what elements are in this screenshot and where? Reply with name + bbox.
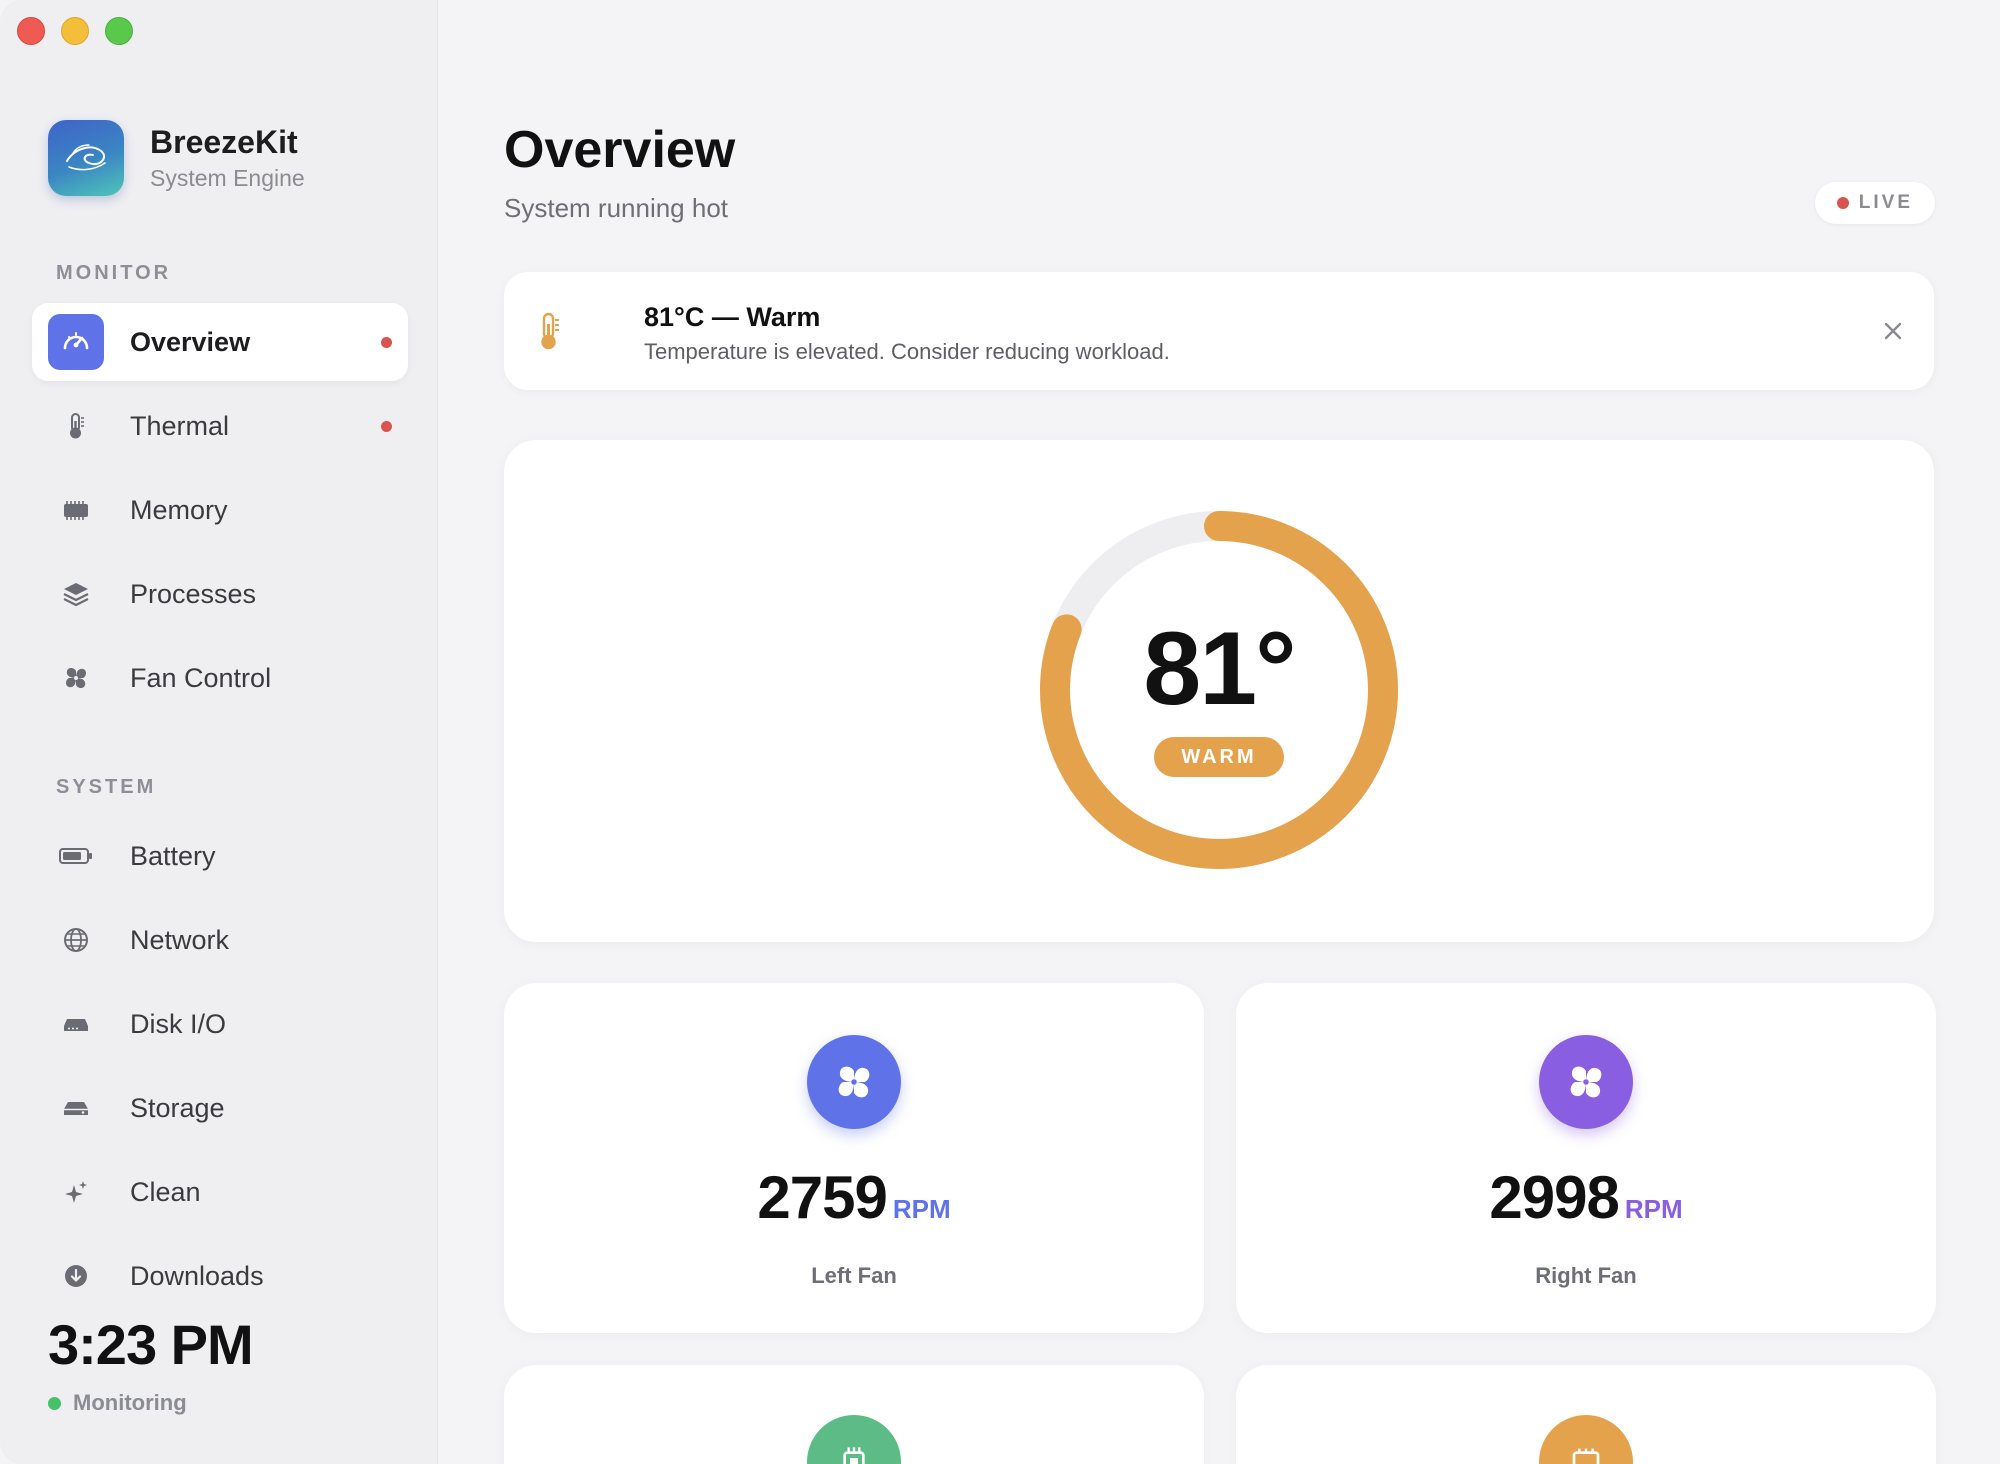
- fan-icon: [807, 1035, 901, 1129]
- sidebar-item-storage[interactable]: Storage: [32, 1069, 408, 1147]
- right-fan-card: 2998 RPM Right Fan: [1236, 983, 1936, 1333]
- close-window-button[interactable]: [17, 17, 45, 45]
- sidebar-item-label: Memory: [130, 494, 228, 525]
- sidebar-item-fan-control[interactable]: Fan Control: [32, 639, 408, 717]
- left-fan-reading: 2759 RPM: [504, 1163, 1204, 1232]
- live-dot: [1836, 197, 1849, 209]
- left-fan-rpm: 2759: [757, 1164, 887, 1231]
- status-label: Monitoring: [73, 1390, 187, 1415]
- sidebar-item-downloads[interactable]: Downloads: [32, 1237, 408, 1315]
- calendar-icon: [1539, 1415, 1633, 1464]
- fan-icon: [48, 650, 104, 706]
- gauge-icon: [48, 314, 104, 370]
- sidebar-item-label: Fan Control: [130, 662, 272, 693]
- section-label-monitor: MONITOR: [56, 262, 172, 284]
- storage-icon: [48, 1080, 104, 1136]
- page-title: Overview: [504, 121, 736, 179]
- temperature-status-badge: WARM: [1154, 737, 1284, 777]
- left-fan-card: 2759 RPM Left Fan: [504, 983, 1204, 1333]
- left-fan-label: Left Fan: [811, 1263, 897, 1288]
- clock: 3:23 PM: [48, 1313, 254, 1376]
- thermometer-icon: [48, 398, 104, 454]
- sidebar-item-label: Overview: [130, 326, 251, 357]
- live-badge: LIVE: [1814, 182, 1935, 224]
- main-content: Overview System running hot LIVE 81°C — …: [439, 0, 2000, 1464]
- window-controls: [17, 17, 133, 45]
- drive-icon: [48, 996, 104, 1052]
- sidebar-item-label: Battery: [130, 840, 216, 871]
- alert-title: 81°C — Warm: [644, 302, 821, 332]
- calendar-card: [1236, 1365, 1936, 1464]
- temperature-alert: 81°C — Warm Temperature is elevated. Con…: [504, 272, 1934, 390]
- rpm-unit: RPM: [1624, 1194, 1683, 1224]
- close-icon[interactable]: [1876, 314, 1910, 348]
- rpm-unit: RPM: [892, 1194, 951, 1224]
- cpu-card: [504, 1365, 1204, 1464]
- download-icon: [48, 1248, 104, 1304]
- sidebar-item-memory[interactable]: Memory: [32, 471, 408, 549]
- battery-icon: [48, 828, 104, 884]
- sidebar: BreezeKit System Engine MONITOR Overview: [0, 0, 438, 1464]
- temperature-value: 81°: [1143, 611, 1296, 727]
- right-fan-label: Right Fan: [1535, 1263, 1637, 1288]
- page-subtitle: System running hot: [504, 193, 729, 223]
- alert-dot: [381, 421, 392, 432]
- app-subtitle: System Engine: [150, 165, 305, 191]
- gauge-fill: [1040, 511, 1398, 869]
- sparkle-icon: [48, 1164, 104, 1220]
- sidebar-item-label: Storage: [130, 1092, 225, 1123]
- right-fan-rpm: 2998: [1489, 1164, 1619, 1231]
- app-name: BreezeKit: [150, 124, 298, 160]
- sidebar-item-processes[interactable]: Processes: [32, 555, 408, 633]
- memory-chip-icon: [48, 482, 104, 538]
- minimize-window-button[interactable]: [61, 17, 89, 45]
- monitoring-status: Monitoring: [48, 1390, 187, 1416]
- sidebar-item-label: Downloads: [130, 1260, 264, 1291]
- alert-dot: [381, 337, 392, 348]
- sidebar-item-label: Network: [130, 924, 230, 955]
- right-fan-reading: 2998 RPM: [1236, 1163, 1936, 1232]
- temperature-gauge-card: 81° WARM: [504, 440, 1934, 942]
- live-label: LIVE: [1858, 192, 1913, 213]
- brand: BreezeKit System Engine: [48, 120, 305, 196]
- sidebar-item-overview[interactable]: Overview: [32, 303, 408, 381]
- sidebar-item-clean[interactable]: Clean: [32, 1153, 408, 1231]
- zoom-window-button[interactable]: [105, 17, 133, 45]
- layers-icon: [48, 566, 104, 622]
- app-logo-icon: [48, 120, 124, 196]
- temperature-gauge: [1040, 511, 1398, 869]
- alert-message: Temperature is elevated. Consider reduci…: [644, 339, 1170, 364]
- sidebar-item-network[interactable]: Network: [32, 901, 408, 979]
- sidebar-item-label: Thermal: [130, 410, 230, 441]
- sidebar-item-thermal[interactable]: Thermal: [32, 387, 408, 465]
- sidebar-item-label: Clean: [130, 1176, 201, 1207]
- status-dot: [48, 1396, 61, 1410]
- thermometer-icon: [528, 312, 570, 357]
- sidebar-item-label: Disk I/O: [130, 1008, 227, 1039]
- fan-icon: [1539, 1035, 1633, 1129]
- sidebar-item-battery[interactable]: Battery: [32, 817, 408, 895]
- section-label-system: SYSTEM: [56, 776, 157, 798]
- globe-icon: [48, 912, 104, 968]
- sidebar-item-disk-io[interactable]: Disk I/O: [32, 985, 408, 1063]
- cpu-chip-icon: [807, 1415, 901, 1464]
- sidebar-item-label: Processes: [130, 578, 257, 609]
